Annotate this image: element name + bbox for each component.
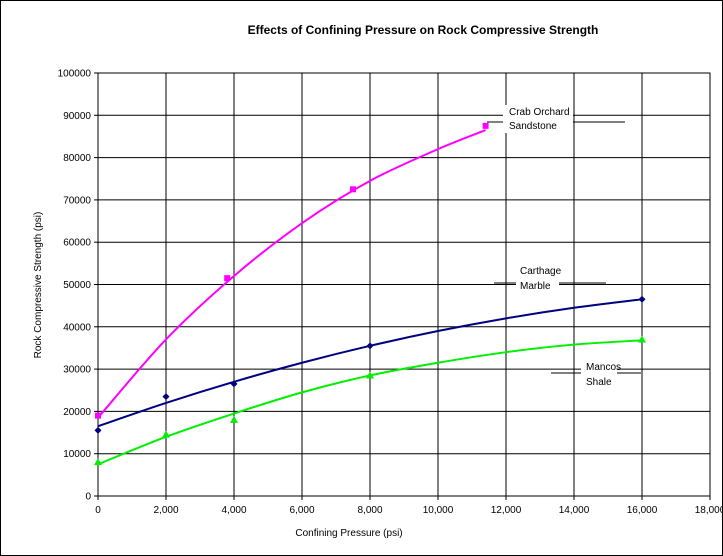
y-tick-label: 90000 bbox=[63, 111, 91, 122]
y-tick-label: 40000 bbox=[63, 322, 91, 333]
x-tick-label: 6,000 bbox=[289, 505, 314, 516]
x-tick-label: 0 bbox=[95, 505, 101, 516]
grid bbox=[98, 73, 710, 496]
series-layer bbox=[94, 122, 646, 466]
data-point bbox=[224, 275, 231, 282]
chart-title: Effects of Confining Pressure on Rock Co… bbox=[248, 23, 599, 37]
ticks: 0 2,000 4,000 6,000 8,000 10,000 12,000 14,000 1… bbox=[58, 69, 722, 517]
y-tick-label: 100000 bbox=[58, 69, 92, 80]
x-tick-label: 12,000 bbox=[491, 505, 522, 516]
series-label-background bbox=[581, 360, 617, 389]
data-point bbox=[94, 458, 102, 466]
series-label: Mancos bbox=[586, 362, 621, 373]
data-point bbox=[638, 295, 646, 303]
x-tick-label: 2,000 bbox=[153, 505, 178, 516]
series-1 bbox=[94, 295, 646, 434]
data-point bbox=[162, 430, 170, 438]
data-point bbox=[366, 371, 374, 379]
y-tick-label: 10000 bbox=[63, 449, 91, 460]
x-tick-label: 16,000 bbox=[627, 505, 658, 516]
x-tick-label: 18,000 bbox=[695, 505, 722, 516]
x-tick-label: 10,000 bbox=[423, 505, 454, 516]
x-tick-label: 14,000 bbox=[559, 505, 590, 516]
trend-line bbox=[97, 129, 486, 419]
data-point bbox=[230, 415, 238, 423]
series-label-background bbox=[503, 105, 573, 133]
y-tick-label: 50000 bbox=[63, 280, 91, 291]
data-point bbox=[94, 426, 102, 434]
y-tick-label: 0 bbox=[85, 492, 91, 503]
data-point bbox=[366, 342, 374, 350]
y-tick-label: 60000 bbox=[63, 238, 91, 249]
y-tick-label: 80000 bbox=[63, 153, 91, 164]
y-tick-label: 20000 bbox=[63, 407, 91, 418]
x-tick-label: 8,000 bbox=[357, 505, 382, 516]
data-point bbox=[482, 122, 489, 129]
data-point bbox=[162, 393, 170, 401]
series-label: Sandstone bbox=[509, 121, 557, 132]
series-label-background bbox=[516, 264, 559, 293]
annotations: Crab Orchard Sandstone Carthage Marble Manco… bbox=[487, 105, 641, 389]
x-axis-title: Confining Pressure (psi) bbox=[295, 528, 402, 539]
series-label: Carthage bbox=[520, 266, 562, 277]
series-label: Crab Orchard bbox=[509, 107, 570, 118]
y-tick-label: 30000 bbox=[63, 365, 91, 376]
series-0 bbox=[95, 122, 489, 419]
series-label: Marble bbox=[520, 281, 551, 292]
data-point bbox=[95, 412, 101, 419]
series-2 bbox=[94, 335, 646, 466]
data-point bbox=[638, 335, 646, 343]
data-point bbox=[350, 186, 356, 193]
x-tick-label: 4,000 bbox=[221, 505, 246, 516]
series-label: Shale bbox=[586, 377, 612, 388]
data-point bbox=[230, 380, 238, 388]
y-tick-label: 70000 bbox=[63, 195, 91, 206]
y-axis-title: Rock Compressive Strength (psi) bbox=[33, 212, 44, 359]
